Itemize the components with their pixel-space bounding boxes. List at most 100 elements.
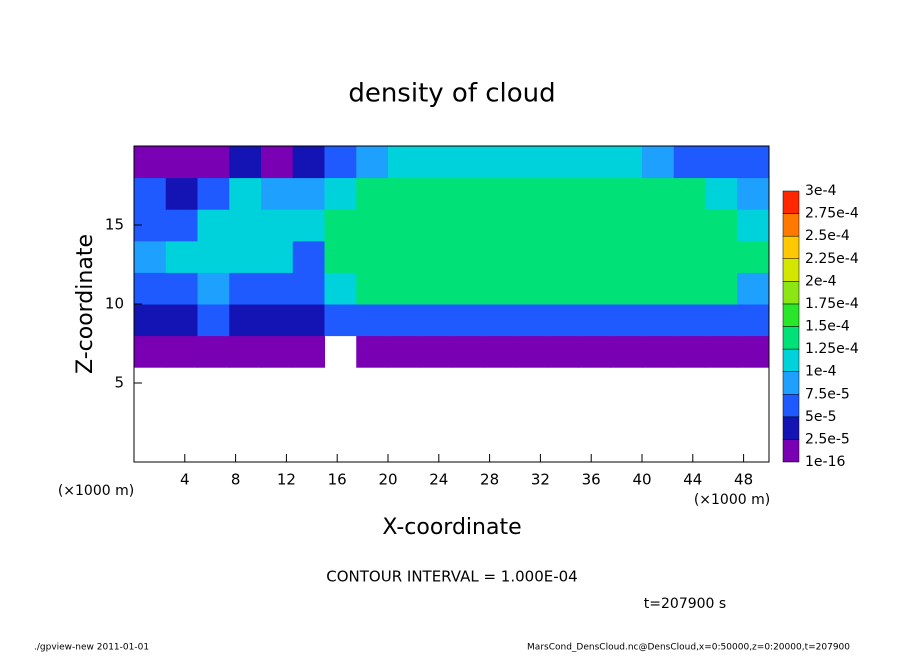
heat-cell [673, 209, 706, 242]
heat-cell [578, 146, 611, 179]
heat-cell [388, 335, 421, 368]
footer-left: ./gpview-new 2011-01-01 [34, 643, 149, 653]
heat-cell [229, 272, 262, 305]
heat-cell [737, 335, 770, 368]
heat-cell [483, 335, 516, 368]
heat-cell [197, 177, 230, 210]
heat-cell [483, 272, 516, 305]
heat-cell [292, 240, 325, 273]
heat-cell [134, 240, 167, 273]
heat-cell [229, 304, 262, 337]
heat-cell [165, 304, 198, 337]
colorbar-box [782, 439, 800, 463]
heat-cell [197, 240, 230, 273]
heat-cell [134, 177, 167, 210]
heat-cell [388, 146, 421, 179]
heat-cell [292, 272, 325, 305]
x-tick-label: 4 [180, 471, 190, 489]
heat-cell [229, 146, 262, 179]
heat-cell [229, 209, 262, 242]
heat-cell [356, 304, 389, 337]
heat-cell [483, 304, 516, 337]
colorbar-box [782, 235, 800, 260]
heat-cell [451, 335, 484, 368]
colorbar-label: 3e-4 [805, 183, 837, 199]
heat-cell [261, 146, 294, 179]
colorbar-box [782, 326, 800, 350]
heat-cell [419, 240, 452, 273]
contour-interval: CONTOUR INTERVAL = 1.000E-04 [326, 568, 577, 586]
heat-cell [261, 335, 294, 368]
heat-cell [737, 304, 770, 337]
heat-cell [261, 272, 294, 305]
heat-cell [165, 146, 198, 179]
heat-cell [642, 240, 675, 273]
heat-cell [610, 335, 643, 368]
heat-cell [356, 272, 389, 305]
heat-cell [673, 304, 706, 337]
heat-cell [292, 146, 325, 179]
heat-cell [388, 240, 421, 273]
heat-cell [229, 240, 262, 273]
heat-cell [610, 272, 643, 305]
heat-cell [261, 209, 294, 242]
heat-cell [451, 304, 484, 337]
heat-cell [546, 209, 579, 242]
heat-cell [229, 335, 262, 368]
colorbar-label: 1e-16 [805, 454, 845, 470]
heat-cell [578, 240, 611, 273]
heat-cell [451, 240, 484, 273]
heat-cell [705, 304, 738, 337]
heat-cell [610, 304, 643, 337]
heat-cell [515, 177, 548, 210]
heat-cell [165, 240, 198, 273]
heat-cell [737, 272, 770, 305]
heat-cell [292, 209, 325, 242]
x-tick-label: 32 [531, 471, 550, 489]
heat-cell [356, 146, 389, 179]
heat-cell [642, 304, 675, 337]
heat-cell [642, 209, 675, 242]
heat-cell [292, 304, 325, 337]
colorbar-box [782, 416, 800, 440]
colorbar-box [782, 190, 800, 214]
heat-cell [673, 146, 706, 179]
heat-cell [673, 272, 706, 305]
colorbar-label: 2.5e-5 [805, 431, 850, 447]
heat-cell [642, 335, 675, 368]
heat-cell [197, 335, 230, 368]
heat-cell [134, 146, 167, 179]
heat-cell [642, 177, 675, 210]
heat-cell [610, 209, 643, 242]
x-tick-label: 16 [328, 471, 347, 489]
y-tick-label: 10 [105, 295, 124, 313]
heat-cell [515, 304, 548, 337]
heat-cell [261, 177, 294, 210]
heat-cell [546, 177, 579, 210]
x-tick-label: 40 [632, 471, 651, 489]
heat-cell [419, 177, 452, 210]
heat-cell [356, 335, 389, 368]
heat-cell [419, 335, 452, 368]
heat-cell [451, 272, 484, 305]
heat-cell [737, 209, 770, 242]
y-unit: (×1000 m) [58, 483, 134, 499]
heat-cell [261, 304, 294, 337]
heat-cell [578, 209, 611, 242]
heat-cell [356, 240, 389, 273]
heat-cell [324, 304, 357, 337]
y-tick-label: 15 [105, 216, 124, 234]
heat-cell [134, 304, 167, 337]
heat-cell [515, 335, 548, 368]
x-tick-label: 8 [231, 471, 241, 489]
heat-cell [737, 177, 770, 210]
heat-cell [419, 209, 452, 242]
x-axis-label: X-coordinate [382, 515, 521, 540]
heat-cell [451, 177, 484, 210]
heat-cell [483, 240, 516, 273]
heat-cell [419, 146, 452, 179]
heat-cell [705, 240, 738, 273]
y-tick-label: 5 [114, 374, 124, 392]
colorbar-label: 2.25e-4 [805, 251, 859, 267]
